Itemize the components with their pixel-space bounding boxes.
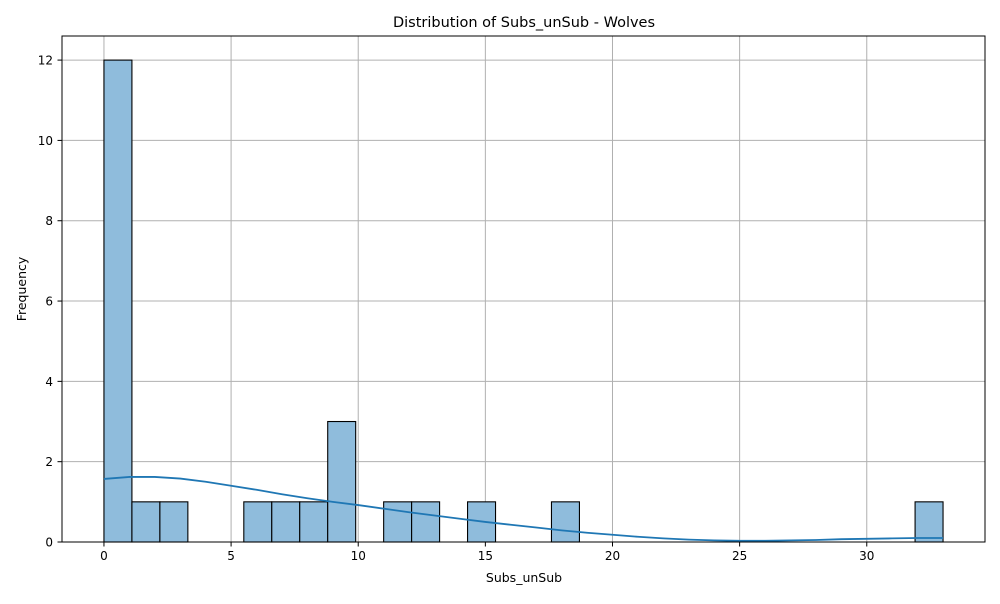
plot-frame	[61, 35, 986, 543]
x-tick-label: 0	[100, 549, 108, 563]
x-tick-label: 5	[227, 549, 235, 563]
chart-title: Distribution of Subs_unSub - Wolves	[393, 15, 655, 31]
histogram-bar	[411, 501, 441, 543]
histogram-bar	[103, 59, 133, 543]
y-axis-label: Frequency	[14, 256, 29, 321]
y-tick-label: 12	[38, 54, 53, 68]
y-tick-label: 4	[45, 375, 53, 389]
histogram-bar	[914, 501, 944, 543]
x-axis-label: Subs_unSub	[486, 570, 562, 585]
histogram-bar	[131, 501, 161, 543]
histogram-bar	[327, 420, 357, 543]
histogram-bar	[383, 501, 413, 543]
histogram-bars	[103, 59, 944, 543]
y-tick-label: 10	[38, 134, 53, 148]
x-tick-label: 25	[732, 549, 747, 563]
kde-curve-group	[103, 476, 944, 542]
histogram-bar	[271, 501, 301, 543]
y-tick-label: 0	[45, 536, 53, 550]
y-tick-label: 6	[45, 295, 53, 309]
x-tick-label: 30	[859, 549, 874, 563]
grid-lines	[62, 36, 985, 543]
y-tick-label: 8	[45, 214, 53, 228]
y-tick-label: 2	[45, 455, 53, 469]
histogram-bar	[550, 501, 580, 543]
histogram-bar	[243, 501, 273, 543]
x-tick-label: 10	[351, 549, 366, 563]
histogram-bar	[159, 501, 189, 543]
x-tick-label: 20	[605, 549, 620, 563]
tick-labels: 0 5 10 15 20 25 30 0 2 4 6 8 10 12	[38, 54, 875, 563]
histogram-bar	[299, 501, 329, 543]
x-tick-label: 15	[478, 549, 493, 563]
kde-curve	[103, 476, 944, 542]
axes	[57, 35, 986, 547]
